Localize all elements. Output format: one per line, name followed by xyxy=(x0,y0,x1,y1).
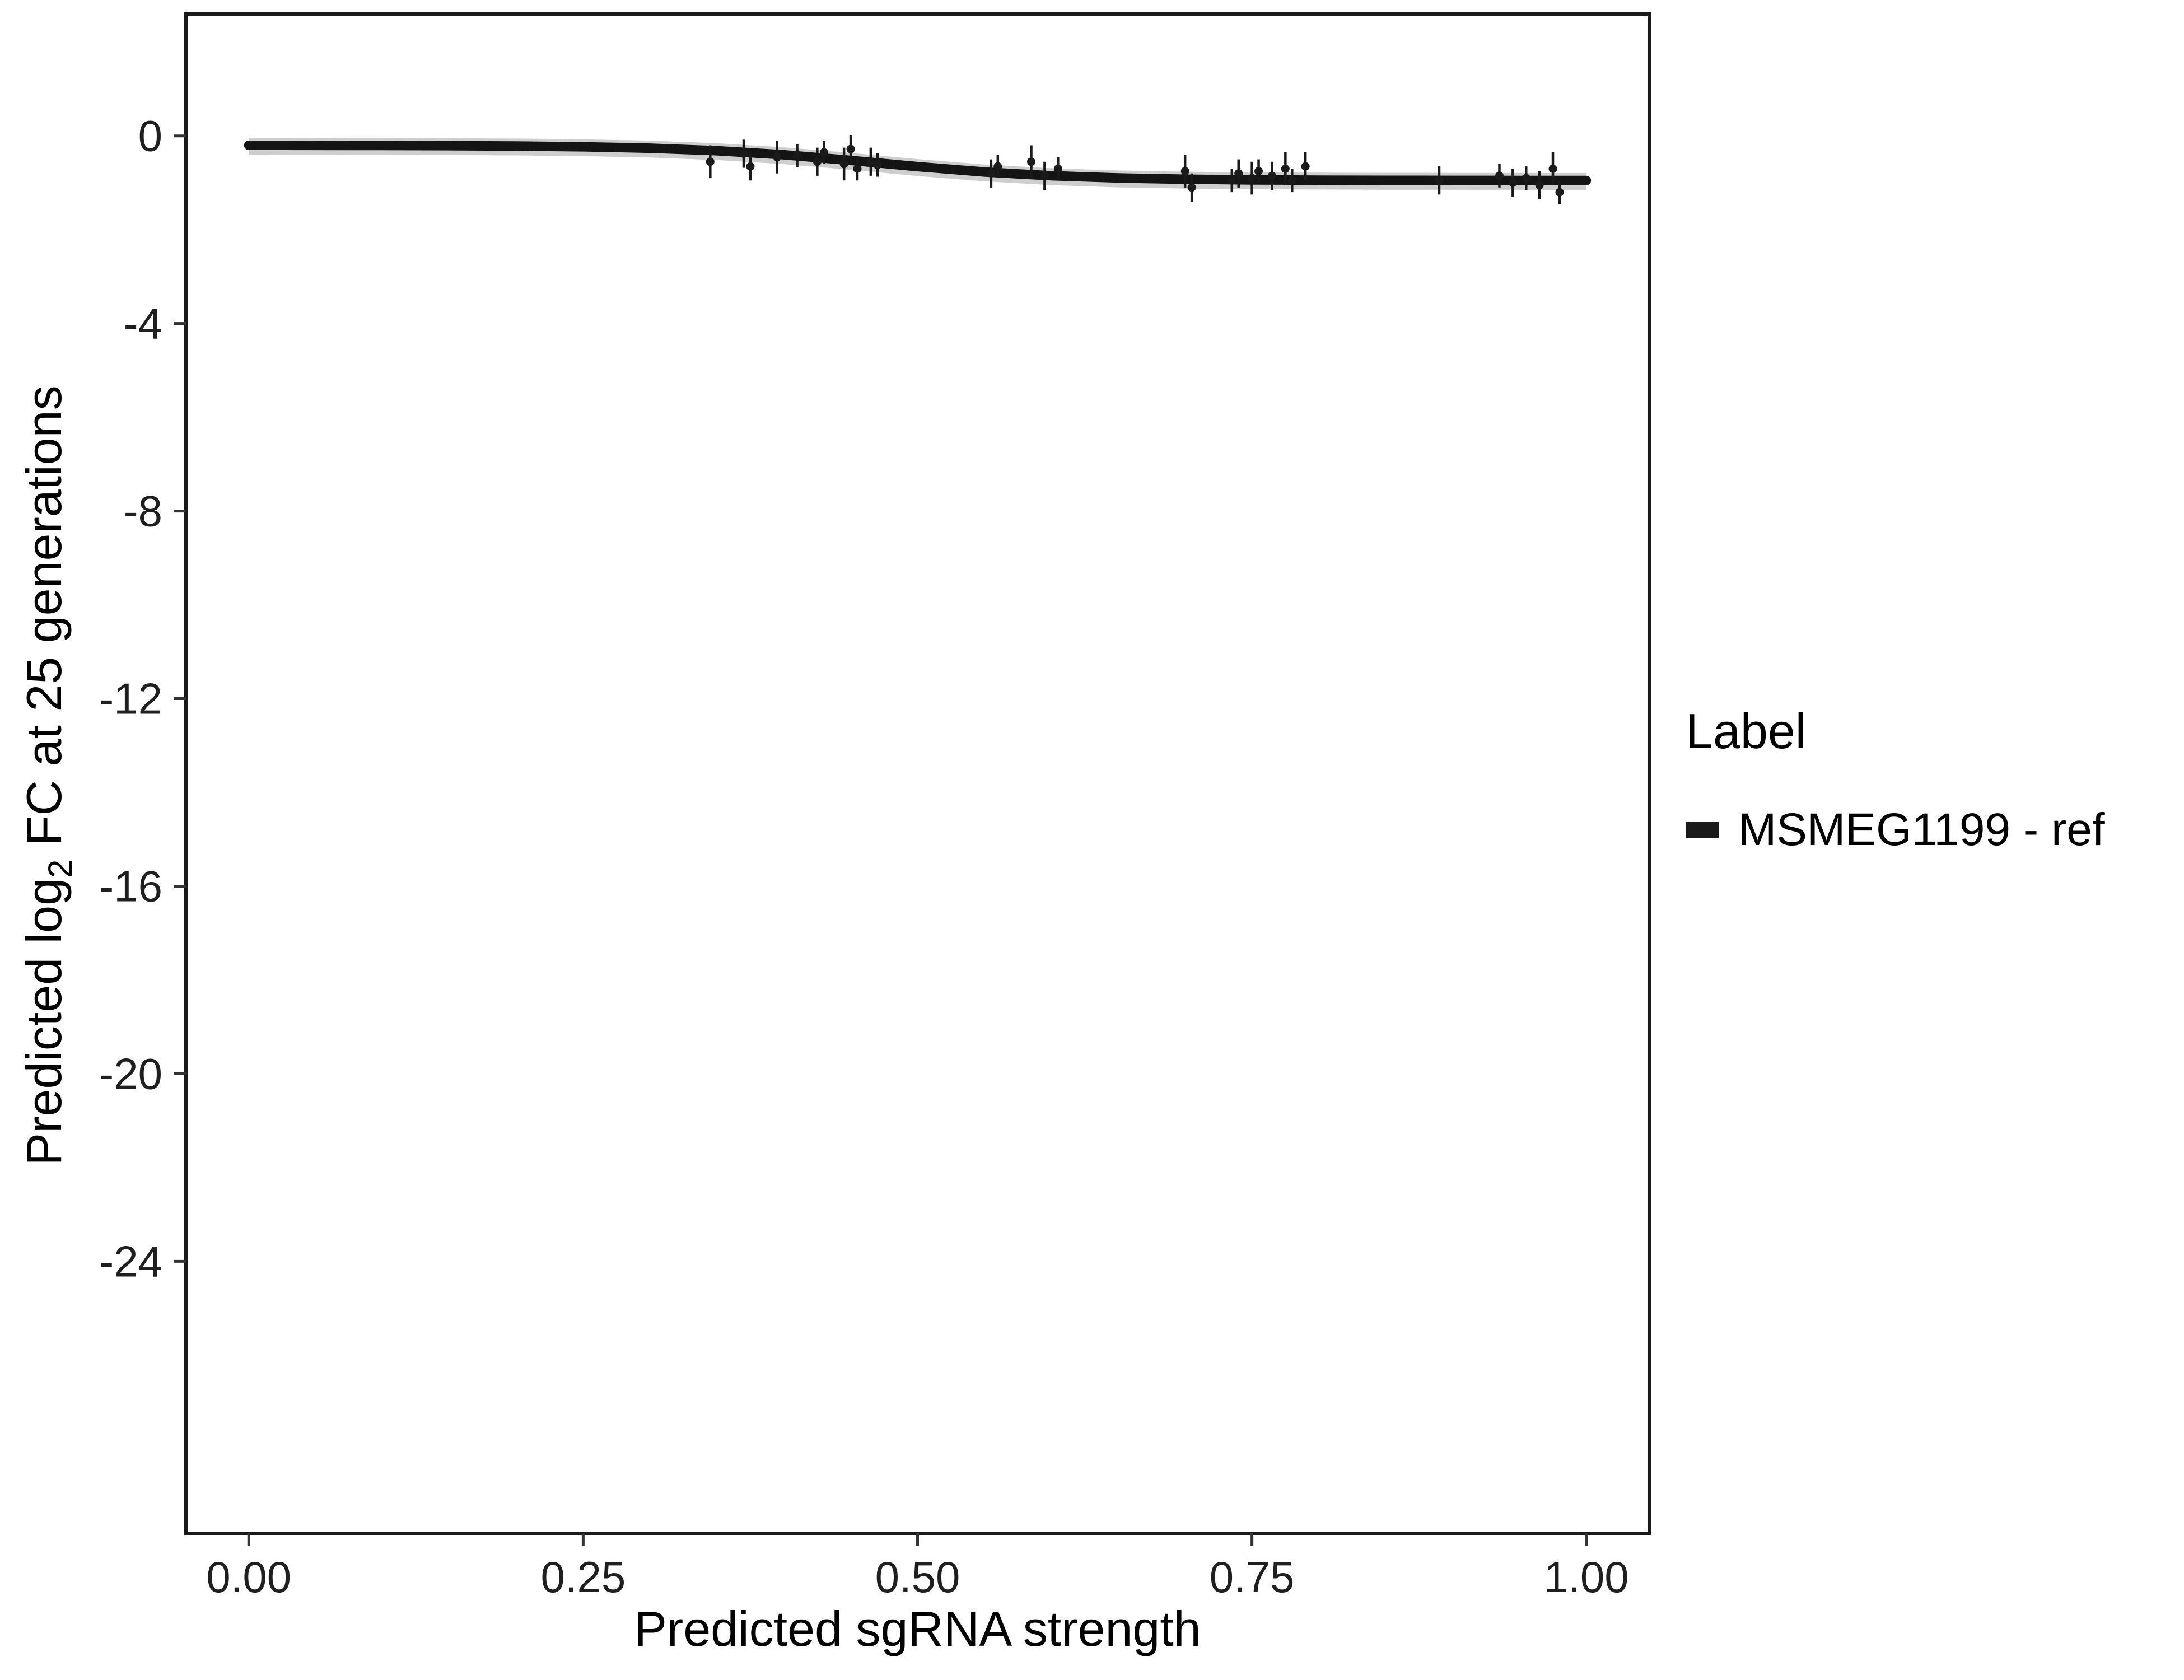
y-axis-title-post: FC at 25 generations xyxy=(16,385,72,860)
data-point xyxy=(819,148,828,157)
data-point xyxy=(1053,164,1062,173)
data-point xyxy=(1248,174,1257,183)
data-point xyxy=(739,150,748,158)
legend-entry: MSMEG1199 - ref xyxy=(1686,804,2105,856)
data-point xyxy=(1548,164,1557,173)
panel-border xyxy=(184,12,1651,1535)
data-point xyxy=(1535,181,1544,190)
data-point xyxy=(993,162,1002,171)
data-point xyxy=(987,169,996,178)
legend-entry-label: MSMEG1199 - ref xyxy=(1738,804,2105,855)
data-point xyxy=(873,161,882,170)
data-point xyxy=(1281,164,1290,173)
x-tick-label: 0.25 xyxy=(540,1552,626,1602)
data-point xyxy=(746,162,755,171)
x-axis-title: Predicted sgRNA strength xyxy=(634,1601,1201,1656)
data-point xyxy=(1234,169,1243,178)
data-point xyxy=(773,152,782,161)
fit-line xyxy=(244,141,1592,185)
legend-key-swatch xyxy=(1686,822,1719,838)
y-axis-title-sub: 2 xyxy=(41,859,79,878)
data-point xyxy=(1180,167,1189,176)
y-axis-title-pre: Predicted log xyxy=(16,878,72,1166)
data-point xyxy=(839,160,848,169)
data-point xyxy=(846,144,855,153)
data-point xyxy=(853,164,862,173)
data-point xyxy=(1301,162,1310,171)
y-tick-label: -16 xyxy=(99,861,162,911)
data-point xyxy=(1555,188,1564,197)
data-point xyxy=(866,157,875,166)
data-point xyxy=(1228,176,1236,185)
data-point xyxy=(1254,167,1263,176)
x-tick-label: 0.75 xyxy=(1210,1552,1295,1602)
y-tick-label: -24 xyxy=(99,1236,162,1286)
data-point xyxy=(813,157,822,166)
data-point xyxy=(1508,178,1517,187)
data-point xyxy=(706,157,715,166)
data-point xyxy=(1027,157,1036,166)
data-point xyxy=(1287,176,1296,185)
y-tick-label: -12 xyxy=(99,674,162,724)
data-point xyxy=(1495,171,1504,180)
y-tick-label: -8 xyxy=(124,487,162,536)
data-point xyxy=(1522,174,1530,183)
x-tick-label: 0.00 xyxy=(206,1552,291,1602)
y-tick-label: 0 xyxy=(138,111,162,161)
legend-title: Label xyxy=(1686,703,1807,759)
y-tick-label: -20 xyxy=(99,1049,162,1098)
y-tick-label: -4 xyxy=(124,299,162,348)
x-tick-label: 1.00 xyxy=(1544,1552,1629,1602)
legend: Label MSMEG1199 - ref xyxy=(1686,703,2105,856)
data-point xyxy=(1040,171,1049,180)
data-point xyxy=(1187,183,1196,192)
data-point xyxy=(1435,176,1444,185)
x-tick-label: 0.50 xyxy=(875,1552,960,1602)
data-point xyxy=(1267,171,1276,180)
data-point xyxy=(793,151,802,160)
y-axis-title: Predicted log2 FC at 25 generations xyxy=(16,385,80,1165)
